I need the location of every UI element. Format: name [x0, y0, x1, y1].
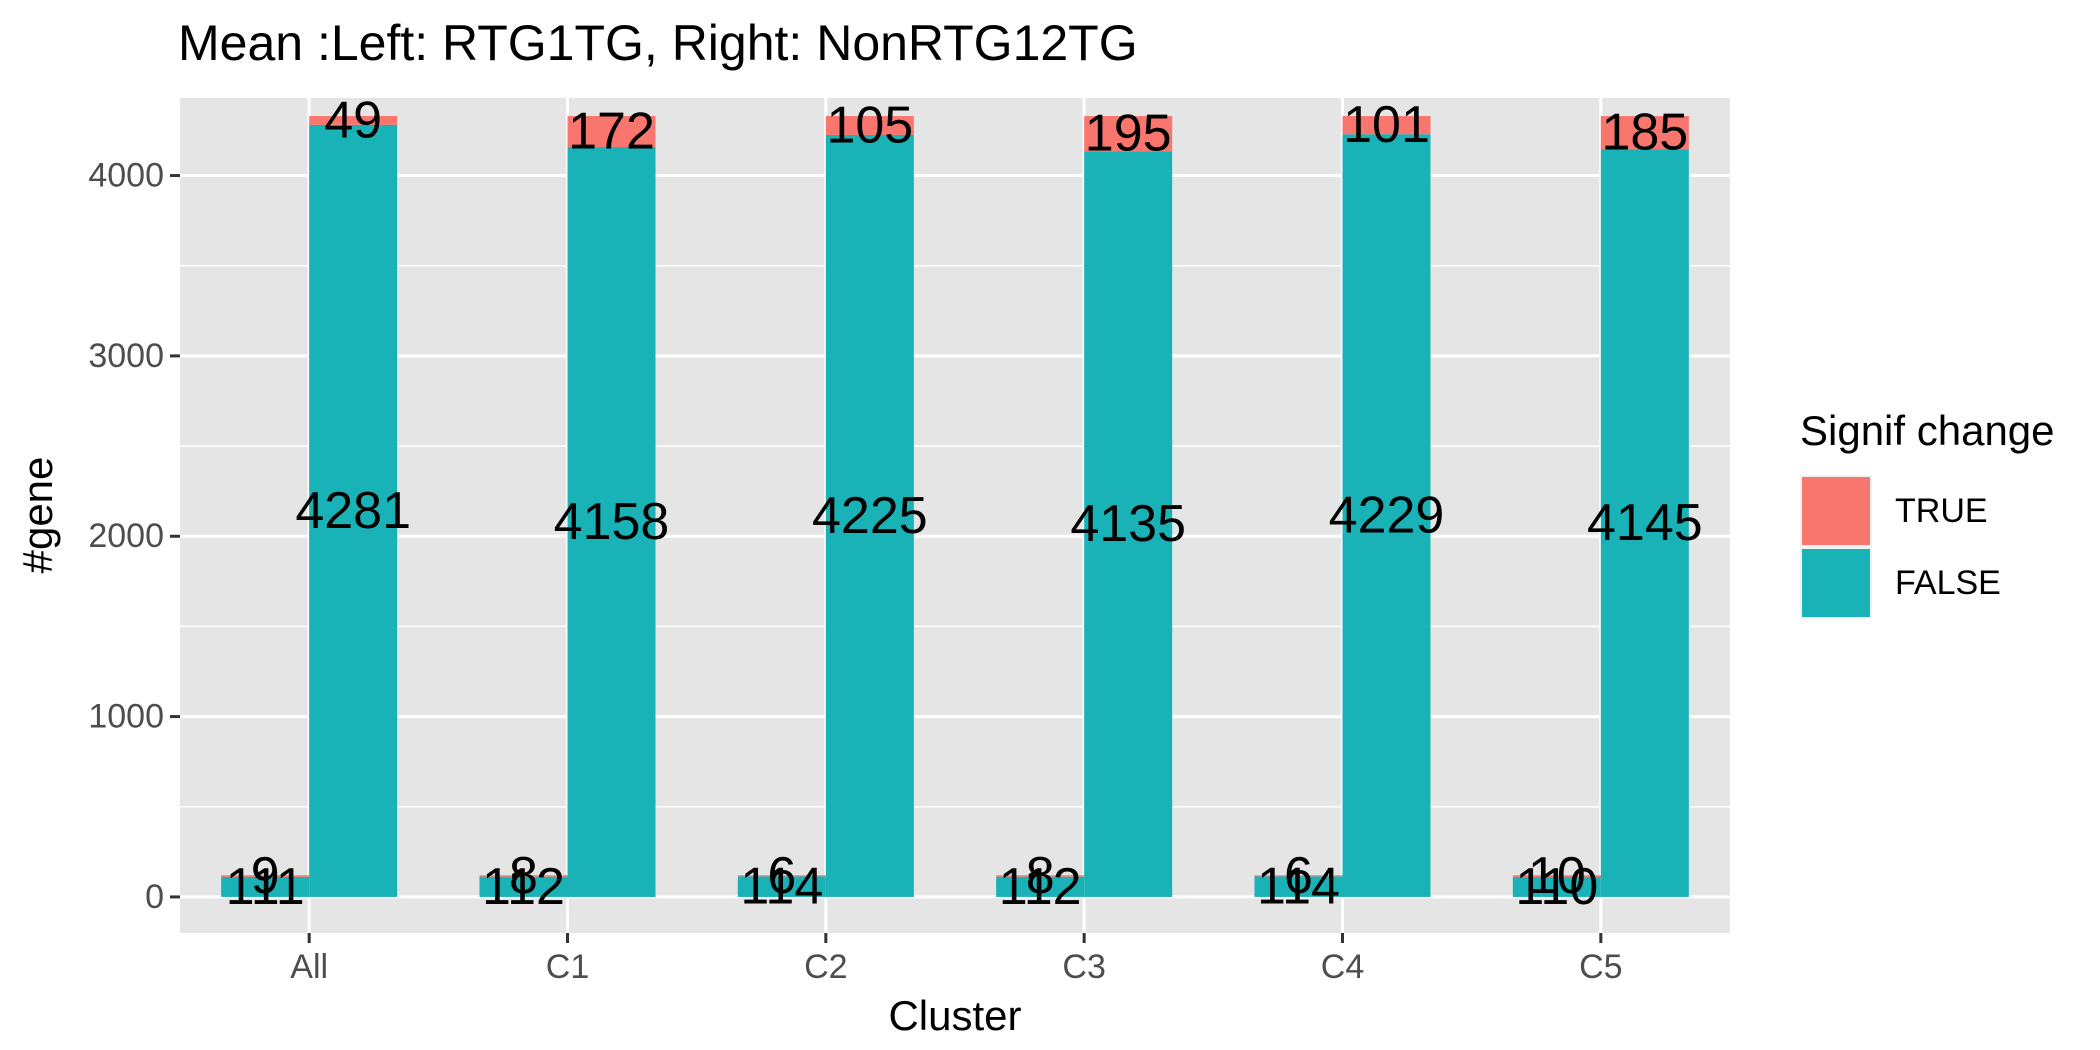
bar-label-true: 6	[1284, 847, 1313, 905]
legend-label: FALSE	[1895, 564, 2001, 602]
bar-label-false: 110	[1515, 858, 1598, 916]
bar-true-left	[996, 875, 1085, 877]
legend-swatch	[1802, 477, 1870, 545]
bar-label-true: 101	[1343, 96, 1430, 154]
bar-labels: 1119428149112841581721146422510511284135…	[226, 91, 1703, 916]
bar-label-true: 8	[509, 847, 538, 905]
bar-false-left	[1254, 876, 1343, 897]
bar-false-right	[1600, 149, 1689, 897]
bar-label-false: 4225	[812, 487, 928, 545]
bar-false-left	[479, 876, 568, 897]
bars	[221, 116, 1689, 897]
y-tick-label: 0	[145, 878, 164, 916]
x-tick-label: All	[290, 948, 328, 986]
x-axis-title: Cluster	[888, 992, 1021, 1039]
bar-label-true: 195	[1085, 105, 1172, 163]
bar-false-left	[737, 876, 826, 897]
bar-label-false: 112	[999, 858, 1082, 916]
y-tick-label: 3000	[88, 337, 164, 375]
bar-true-left	[221, 875, 310, 877]
bar-true-right	[1342, 116, 1431, 135]
axes: 0 1000 2000 3000 4000 All C1 C2 C3 C4 C5	[88, 157, 1622, 986]
bar-true-left	[479, 875, 568, 877]
bar-label-true: 49	[324, 91, 382, 149]
x-tick-label: C5	[1579, 948, 1622, 986]
bar-label-false: 4135	[1070, 495, 1186, 553]
bar-label-false: 114	[1257, 858, 1340, 916]
bar-true-right	[309, 116, 398, 125]
bar-label-false: 4158	[554, 493, 670, 551]
legend-title: Signif change	[1800, 407, 2055, 454]
bar-label-true: 105	[826, 97, 913, 155]
bar-false-right	[309, 124, 398, 897]
x-tick-label: C4	[1321, 948, 1364, 986]
y-tick-label: 2000	[88, 517, 164, 555]
bar-label-true: 185	[1601, 104, 1688, 162]
bar-label-false: 111	[226, 858, 305, 916]
bar-label-false: 114	[740, 858, 823, 916]
bar-false-left	[1512, 877, 1601, 897]
bar-false-left	[996, 876, 1085, 897]
bar-label-true: 9	[251, 847, 280, 905]
plot-panel	[180, 98, 1730, 933]
bar-true-right	[1084, 116, 1173, 152]
bar-true-left	[737, 875, 826, 877]
bar-true-right	[567, 116, 656, 148]
bar-label-true: 172	[568, 103, 655, 161]
bar-true-right	[825, 116, 914, 135]
x-tick-label: C3	[1062, 948, 1105, 986]
x-tick-label: C2	[804, 948, 847, 986]
y-axis-title: #gene	[14, 457, 61, 574]
legend-swatch	[1802, 549, 1870, 617]
bar-false-right	[1084, 151, 1173, 897]
bar-true-left	[1512, 875, 1601, 878]
legend-label: TRUE	[1895, 492, 1988, 530]
bar-label-true: 6	[767, 847, 796, 905]
bar-label-false: 112	[482, 858, 565, 916]
bar-label-false: 4281	[295, 482, 411, 540]
y-tick-label: 1000	[88, 698, 164, 736]
bar-true-right	[1600, 116, 1689, 150]
bar-false-left	[221, 876, 310, 897]
bar-false-right	[1342, 134, 1431, 897]
bar-false-right	[567, 147, 656, 897]
bar-label-false: 4145	[1587, 494, 1703, 552]
y-tick-label: 4000	[88, 157, 164, 195]
bar-true-left	[1254, 875, 1343, 877]
bar-label-true: 10	[1528, 847, 1586, 905]
legend: Signif change TRUE FALSE	[1800, 407, 2055, 619]
bar-label-true: 8	[1026, 847, 1055, 905]
bar-false-right	[825, 134, 914, 897]
chart-title: Mean :Left: RTG1TG, Right: NonRTG12TG	[178, 15, 1138, 71]
bar-label-false: 4229	[1329, 487, 1445, 545]
x-tick-label: C1	[546, 948, 589, 986]
